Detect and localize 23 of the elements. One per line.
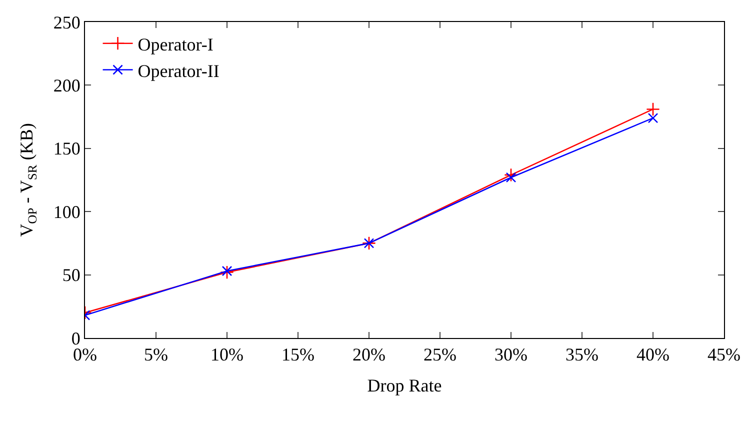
y-tick-label: 250 <box>53 12 80 32</box>
x-tick-label: 5% <box>144 344 168 365</box>
point <box>648 112 658 124</box>
y-tick-label: 150 <box>53 138 80 159</box>
x-tick-label: 25% <box>424 344 456 365</box>
x-tick-label: 10% <box>210 344 244 365</box>
x-tick-label: 40% <box>636 344 670 365</box>
point <box>222 266 232 276</box>
x-tick-label: 20% <box>352 344 386 365</box>
x-axis-title: Drop Rate <box>367 376 442 396</box>
legend-label: Operator-II <box>138 60 220 81</box>
x-tick-label: 35% <box>566 344 598 365</box>
y-tick-label: 100 <box>53 202 80 222</box>
point <box>646 102 660 116</box>
x-tick-label: 45% <box>708 344 740 365</box>
point <box>220 265 234 280</box>
y-tick-label: 50 <box>62 265 80 286</box>
x-tick-label: 15% <box>282 344 314 365</box>
point <box>504 168 518 182</box>
legend-label: Operator-I <box>138 34 214 54</box>
point <box>506 172 516 183</box>
x-tick-label: 30% <box>494 344 528 365</box>
y-tick-label: 200 <box>53 76 80 96</box>
